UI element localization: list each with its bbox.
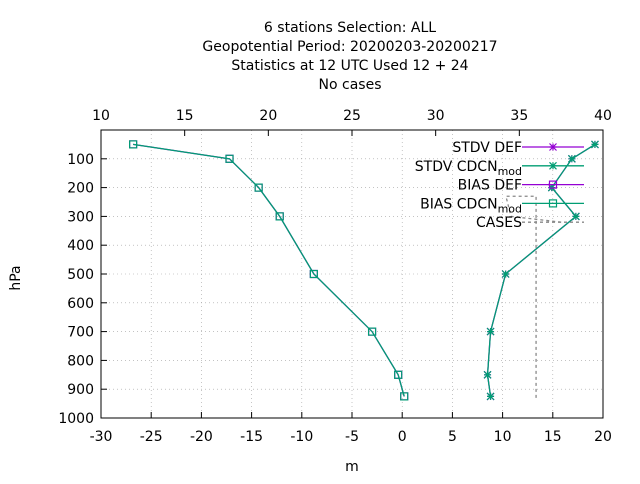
data-point <box>486 327 495 336</box>
x-top-tick-label: 15 <box>176 108 194 124</box>
x-top-tick-label: 40 <box>594 108 612 124</box>
series-line <box>505 195 562 398</box>
legend-marker <box>548 199 558 208</box>
data-point <box>400 392 409 401</box>
legend-label: STDV DEF <box>452 140 522 156</box>
y-tick-label: 900 <box>67 382 94 398</box>
grid <box>101 130 603 418</box>
y-tick-label: 500 <box>67 267 94 283</box>
axes: -30 -25 -20 -15 -10 -5 0 5 10 15 20 10 15 20 25 30 35 40 1… <box>8 108 612 475</box>
title-line: Statistics at 12 UTC Used 12 + 24 <box>231 58 468 74</box>
x-top-tick-label: 20 <box>259 108 277 124</box>
legend-marker <box>549 161 557 170</box>
y-tick-label: 200 <box>67 181 94 197</box>
x-bottom-tick-label: -20 <box>190 429 213 445</box>
data-point <box>275 212 284 221</box>
y-tick-label: 700 <box>67 325 94 341</box>
legend-label: STDV CDCNmod <box>415 159 522 178</box>
series-line <box>133 143 405 397</box>
title-line: Geopotential Period: 20200203-20200217 <box>202 39 497 55</box>
data-point <box>483 370 492 379</box>
title-line: No cases <box>319 77 382 93</box>
x-bottom-tick-label: 10 <box>494 429 512 445</box>
x-bottom-tick-label: -25 <box>140 429 163 445</box>
series-line <box>486 143 596 397</box>
data-point <box>309 269 318 279</box>
series <box>129 140 599 401</box>
chart-title: 6 stations Selection: ALL Geopotential Pe… <box>202 20 497 93</box>
y-tick-label: 100 <box>67 152 94 168</box>
y-tick-label: 600 <box>67 296 94 312</box>
x-bottom-tick-label: 5 <box>448 429 457 445</box>
data-point <box>501 270 510 278</box>
x-bottom-tick-label: -30 <box>90 429 113 445</box>
x-bottom-tick-label: -15 <box>240 429 263 445</box>
y-tick-label: 400 <box>67 238 94 254</box>
y-axis-label: hPa <box>8 265 24 290</box>
data-point <box>571 212 580 221</box>
data-point <box>367 327 377 336</box>
series-1 <box>483 140 599 401</box>
series-4 <box>505 195 562 398</box>
x-bottom-tick-label: -10 <box>290 429 313 445</box>
x-top-tick-label: 25 <box>343 108 361 124</box>
x-top-tick-label: 10 <box>92 108 110 124</box>
series-2 <box>129 140 409 401</box>
legend-label: BIAS DEF <box>458 178 522 194</box>
y-tick-label: 1000 <box>58 411 94 427</box>
title-line: 6 stations Selection: ALL <box>264 20 436 36</box>
data-point <box>394 370 403 379</box>
x-bottom-tick-label: 15 <box>544 429 562 445</box>
x-bottom-tick-label: 20 <box>594 429 612 445</box>
data-point <box>486 392 495 401</box>
y-tick-label: 300 <box>67 209 94 225</box>
y-tick-label: 800 <box>67 353 94 369</box>
data-point <box>129 140 138 149</box>
legend-label: CASES <box>476 215 522 231</box>
series-3 <box>129 140 409 401</box>
x-top-tick-label: 35 <box>510 108 528 124</box>
data-point <box>567 154 576 163</box>
x-top-tick-label: 30 <box>427 108 445 124</box>
x-bottom-tick-label: -5 <box>345 429 359 445</box>
x-bottom-tick-label: 0 <box>398 429 407 445</box>
legend-marker <box>548 180 558 189</box>
data-point <box>591 140 599 149</box>
legend-marker <box>549 143 557 151</box>
data-point <box>254 183 263 192</box>
data-point <box>225 154 234 163</box>
x-axis-label: m <box>345 459 359 475</box>
series-line <box>133 143 405 397</box>
legend-label: BIAS CDCNmod <box>420 196 522 215</box>
